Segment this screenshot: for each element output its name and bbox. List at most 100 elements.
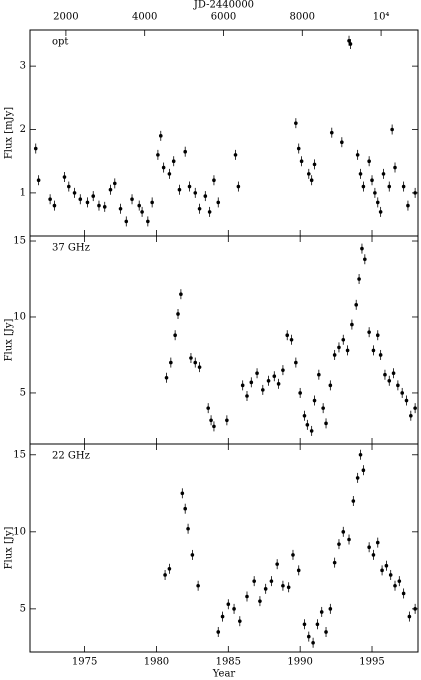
data-point bbox=[360, 246, 364, 251]
data-point bbox=[363, 257, 367, 262]
data-point bbox=[387, 378, 392, 383]
data-point bbox=[285, 333, 290, 338]
data-point bbox=[48, 197, 52, 202]
data-point bbox=[91, 194, 96, 198]
x2-axis-label: JD-2440000 bbox=[193, 0, 254, 11]
data-point bbox=[226, 602, 231, 607]
data-point bbox=[347, 38, 351, 43]
data-point bbox=[281, 583, 285, 588]
data-point bbox=[337, 345, 341, 350]
data-point bbox=[36, 178, 41, 183]
data-point bbox=[306, 634, 311, 639]
data-point bbox=[240, 383, 245, 388]
data-point bbox=[137, 203, 142, 208]
data-point bbox=[193, 191, 198, 195]
data-point bbox=[378, 353, 383, 357]
y-tick-label: 5 bbox=[20, 387, 26, 398]
data-point bbox=[294, 360, 298, 365]
data-point bbox=[380, 568, 384, 573]
data-point bbox=[332, 560, 337, 565]
data-point bbox=[340, 140, 344, 144]
data-point bbox=[196, 583, 200, 588]
data-point bbox=[232, 607, 236, 611]
y-tick-label: 2 bbox=[20, 124, 26, 135]
data-point bbox=[225, 418, 229, 423]
y-tick-label: 1 bbox=[20, 187, 26, 198]
data-point bbox=[140, 210, 144, 214]
data-point bbox=[390, 127, 394, 132]
data-point bbox=[275, 562, 279, 566]
data-point bbox=[378, 210, 383, 214]
data-point bbox=[387, 184, 392, 189]
data-point bbox=[180, 491, 185, 496]
data-point bbox=[183, 149, 187, 154]
data-point bbox=[108, 187, 113, 192]
data-point bbox=[286, 585, 291, 590]
panel-label: opt bbox=[52, 37, 68, 48]
x2-tick-label: 8000 bbox=[290, 12, 315, 23]
data-point bbox=[381, 172, 386, 176]
data-point bbox=[324, 421, 328, 426]
data-point bbox=[212, 424, 216, 429]
data-point bbox=[183, 506, 187, 511]
data-point bbox=[413, 191, 417, 195]
data-point bbox=[328, 383, 333, 388]
data-point bbox=[266, 378, 271, 383]
data-point bbox=[396, 383, 400, 388]
data-point bbox=[351, 499, 356, 503]
data-point bbox=[311, 640, 315, 645]
data-point bbox=[350, 322, 354, 327]
data-point bbox=[298, 391, 302, 395]
data-point bbox=[347, 537, 351, 542]
data-point bbox=[397, 579, 402, 583]
data-point bbox=[197, 365, 202, 369]
data-point bbox=[354, 303, 359, 307]
data-point bbox=[315, 622, 320, 627]
y-axis-label: Flux [Jy] bbox=[4, 318, 15, 361]
y-tick-label: 3 bbox=[20, 61, 26, 72]
data-point bbox=[348, 42, 353, 46]
y-tick-label: 10 bbox=[13, 526, 26, 537]
x-tick-label: 1990 bbox=[287, 657, 312, 668]
data-point bbox=[72, 191, 77, 195]
data-point bbox=[118, 206, 123, 211]
data-point bbox=[312, 162, 317, 167]
data-point bbox=[52, 203, 57, 208]
data-point bbox=[190, 553, 195, 557]
data-point bbox=[309, 178, 314, 183]
x-tick-label: 1975 bbox=[72, 657, 97, 668]
data-point bbox=[400, 391, 404, 395]
data-point bbox=[358, 452, 363, 457]
data-point bbox=[252, 579, 256, 583]
data-point bbox=[370, 178, 374, 183]
data-point bbox=[171, 159, 176, 164]
data-point bbox=[375, 333, 380, 338]
data-point bbox=[97, 203, 101, 208]
x-axis-label: Year bbox=[212, 669, 236, 680]
data-point bbox=[255, 371, 259, 375]
data-point bbox=[341, 530, 346, 534]
data-point bbox=[289, 337, 294, 342]
data-point bbox=[296, 568, 301, 573]
data-point bbox=[161, 165, 166, 170]
data-point bbox=[272, 374, 277, 379]
data-point bbox=[164, 375, 169, 380]
data-point bbox=[302, 413, 307, 418]
data-point bbox=[233, 153, 238, 157]
data-point bbox=[393, 165, 397, 170]
data-point bbox=[150, 200, 154, 205]
data-point bbox=[186, 526, 190, 531]
data-point bbox=[355, 476, 360, 480]
data-point bbox=[207, 210, 212, 214]
data-point bbox=[317, 372, 321, 377]
data-point bbox=[245, 394, 249, 398]
data-point bbox=[345, 348, 350, 353]
data-point bbox=[361, 468, 366, 472]
data-point bbox=[269, 579, 274, 583]
y-tick-label: 15 bbox=[13, 236, 26, 247]
data-point bbox=[156, 153, 160, 157]
data-point bbox=[312, 398, 317, 403]
x2-tick-label: 10⁴ bbox=[373, 12, 390, 23]
data-point bbox=[373, 191, 377, 195]
